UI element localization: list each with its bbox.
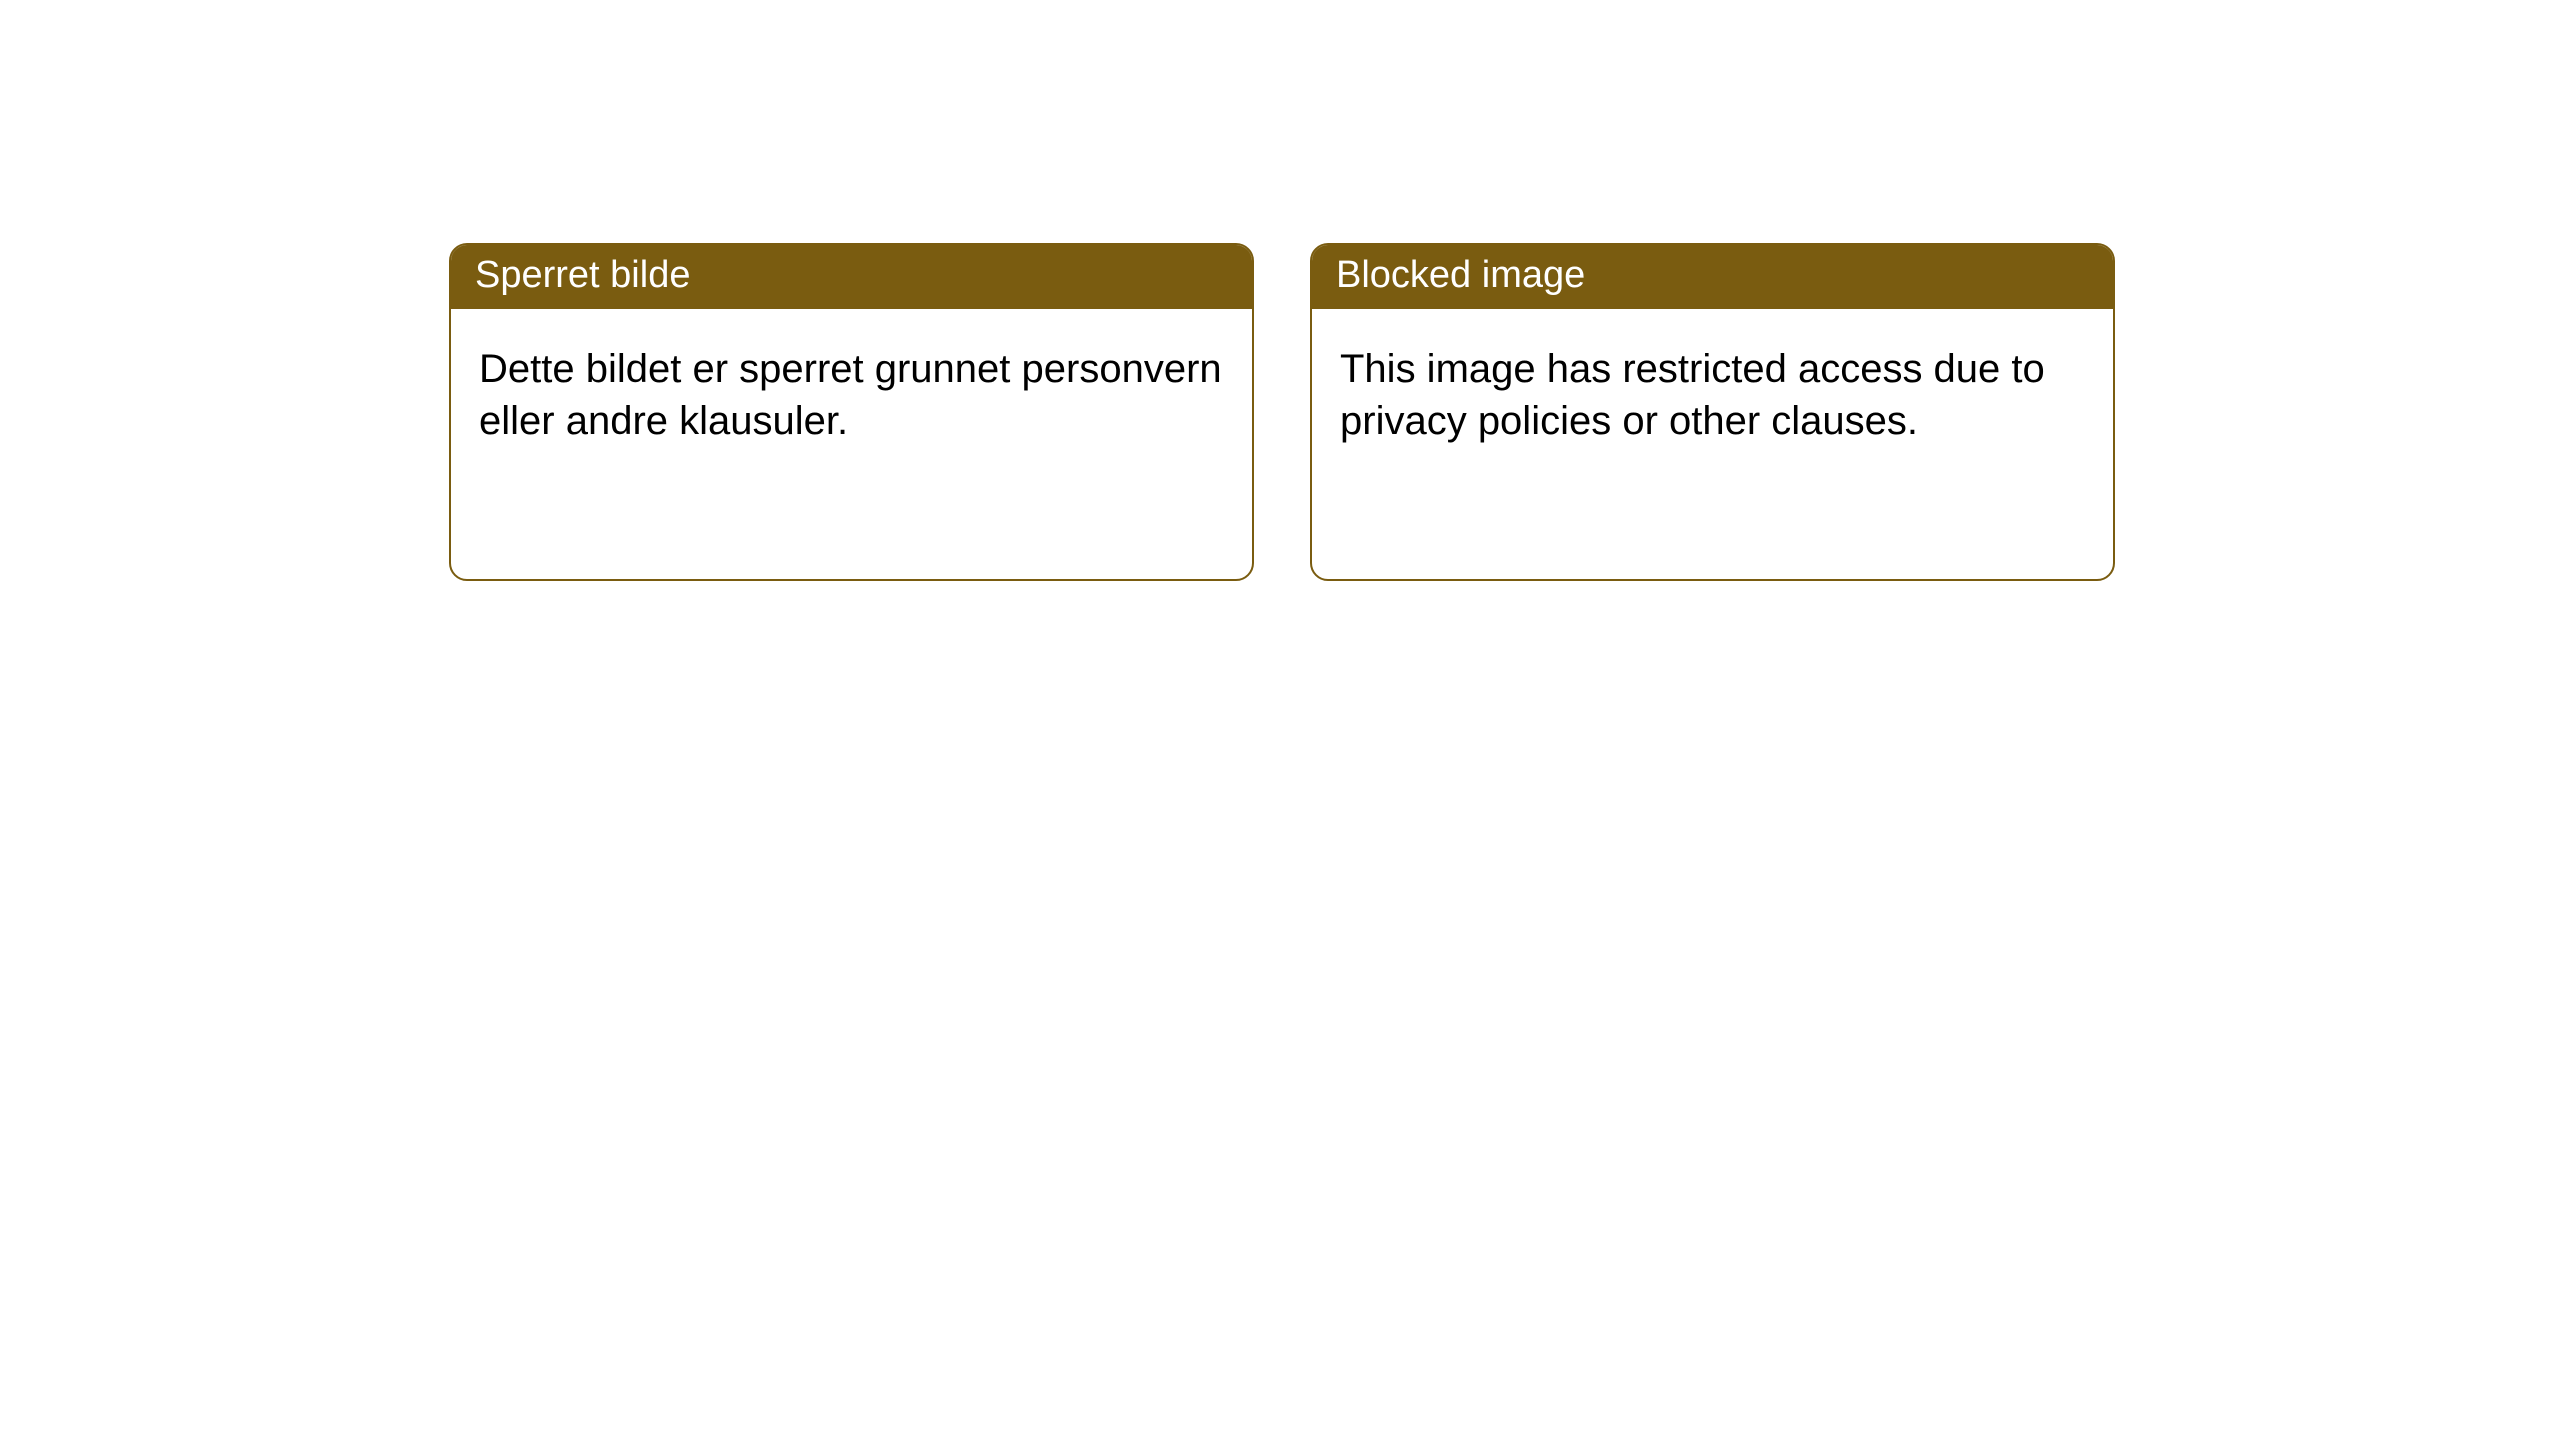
card-title: Blocked image bbox=[1336, 254, 1585, 296]
card-body: This image has restricted access due to … bbox=[1312, 309, 2113, 481]
card-body: Dette bildet er sperret grunnet personve… bbox=[451, 309, 1252, 481]
card-message: This image has restricted access due to … bbox=[1340, 347, 2045, 443]
card-header: Blocked image bbox=[1312, 245, 2113, 309]
card-message: Dette bildet er sperret grunnet personve… bbox=[479, 347, 1222, 443]
notice-container: Sperret bilde Dette bildet er sperret gr… bbox=[0, 0, 2560, 581]
notice-card-english: Blocked image This image has restricted … bbox=[1310, 243, 2115, 581]
card-header: Sperret bilde bbox=[451, 245, 1252, 309]
notice-card-norwegian: Sperret bilde Dette bildet er sperret gr… bbox=[449, 243, 1254, 581]
card-title: Sperret bilde bbox=[475, 254, 690, 296]
